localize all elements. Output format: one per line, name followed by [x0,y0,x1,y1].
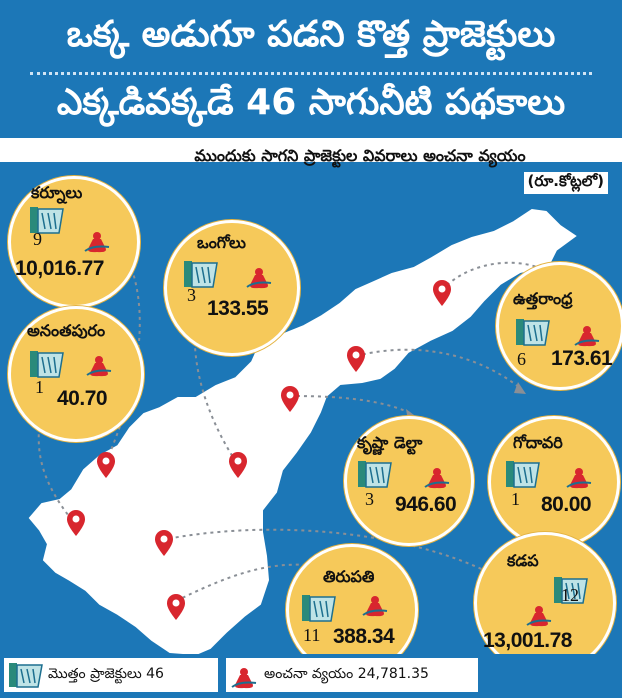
money-bag-icon [574,326,600,347]
money-bag-icon [84,232,110,253]
dam-icon [30,207,64,234]
project-cost: 80.00 [541,493,592,516]
map-pin-icon [155,530,173,556]
region-bubble-krishna-delta: కృష్ణా డెల్టా 3 946.60 [344,416,474,546]
subtitle-unit: (రూ.కోట్లలో) [523,172,608,194]
project-count: 9 [33,229,42,249]
region-name: కర్నూలు [31,183,83,202]
dam-icon [30,351,64,378]
region-name: ఒంగోలు [197,233,246,252]
dam-icon [358,461,392,488]
money-bag-icon [566,468,592,489]
project-cost: 388.34 [333,625,395,648]
location-pins [67,280,451,620]
region-name: కడప [507,551,539,570]
region-name: ఉత్తరాంధ్ర [513,289,573,308]
map-pin-icon [229,452,247,478]
money-bag-icon [246,268,272,289]
map-pin-icon [347,346,365,372]
project-cost: 133.55 [207,297,269,320]
project-count: 3 [187,285,196,305]
legend-footer: మొత్తం ప్రాజెక్టులు 46 అంచనా వ్యయం 24,78… [0,654,622,698]
legend-projects-label: మొత్తం ప్రాజెక్టులు 46 [48,666,164,682]
connector-kadapa [161,528,493,575]
headline-line-2: ఎక్కడివక్కడే 46 సాగునీటి పథకాలు [56,82,566,123]
region-bubble-anantapur: అనంతపురం 1 40.70 [8,306,144,442]
region-name: గోదావరి [513,433,563,452]
map-pin-icon [433,280,451,306]
project-cost: 946.60 [395,493,457,516]
dam-icon [554,577,588,604]
project-cost: 10,016.77 [15,257,104,280]
map-pin-icon [67,510,85,536]
legend-cost-label: అంచనా వ్యయం 24,781.35 [264,666,429,682]
project-count: 3 [365,489,374,509]
headline-line-1: ఒక్క అడుగూ పడని కొత్త ప్రాజెక్టులు [66,14,556,55]
dam-icon [184,261,218,288]
project-cost: 40.70 [57,387,108,410]
region-name: కృష్ణా డెల్టా [357,433,423,452]
region-bubble-kadapa: కడప 12 13,001.78 [474,532,616,674]
legend-cost: అంచనా వ్యయం 24,781.35 [226,658,478,692]
headline-divider [30,72,592,75]
dam-icon [506,461,540,488]
region-name: తిరుపతి [323,567,375,586]
connector-tirupati [169,563,319,605]
money-bag-icon [424,468,450,489]
region-name: అనంతపురం [27,321,106,340]
connector-godavari [355,348,521,389]
arrowhead [514,382,526,394]
dam-icon [302,595,336,622]
dam-icon [9,663,43,688]
region-bubble-kurnool: కర్నూలు 9 10,016.77 [8,176,140,308]
project-count: 1 [35,377,44,397]
region-bubble-uttarandhra: ఉత్తరాంధ్ర 6 173.61 [496,262,622,390]
money-bag-icon [231,668,257,689]
connector-krishna [289,395,413,415]
money-bag-icon [526,606,552,627]
legend-projects: మొత్తం ప్రాజెక్టులు 46 [4,658,218,692]
project-count: 1 [511,489,520,509]
map-pin-icon [281,386,299,412]
project-cost: 173.61 [551,347,613,370]
project-count: 6 [517,349,526,369]
project-count: 11 [303,625,321,645]
region-bubble-godavari: గోదావరి 1 80.00 [488,416,620,548]
money-bag-icon [86,356,112,377]
money-bag-icon [362,596,388,617]
subtitle-strip [0,140,622,162]
project-count: 12 [561,585,579,605]
map-pin-icon [97,452,115,478]
region-bubble-ongole: ఒంగోలు 3 133.55 [164,220,300,356]
project-cost: 13,001.78 [483,629,572,652]
headline-banner: ఒక్క అడుగూ పడని కొత్త ప్రాజెక్టులు ఎక్కడ… [0,0,622,138]
map-pin-icon [167,594,185,620]
subtitle-line-1: ముందుకు సాగని ప్రాజెక్టుల వివరాలు అంచనా … [194,146,526,165]
dam-icon [516,319,550,346]
